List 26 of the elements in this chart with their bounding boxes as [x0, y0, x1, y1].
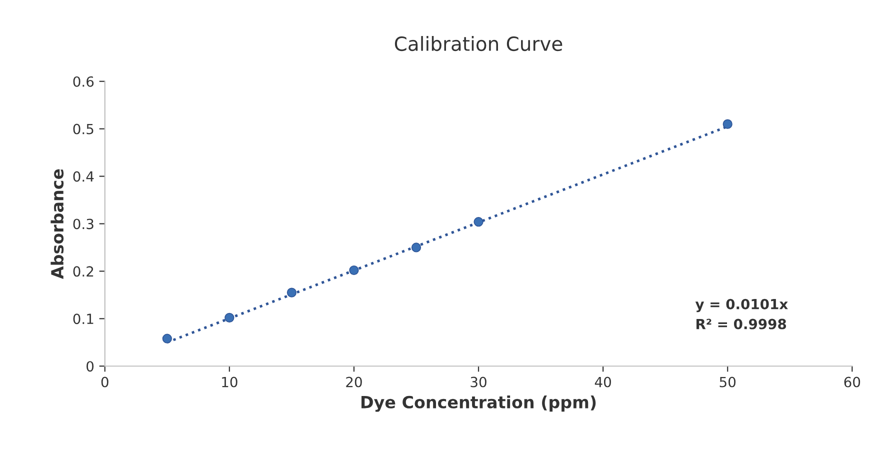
y-tick-label: 0.6	[73, 76, 94, 87]
annotation: y = 0.0101x	[695, 298, 788, 312]
y-tick-label: 0.4	[73, 171, 94, 182]
x-tick-label: 60	[844, 376, 860, 388]
x-tick-label: 10	[222, 376, 238, 388]
y-axis-title: Absorbance	[50, 169, 64, 279]
y-tick-label: 0.3	[73, 218, 94, 230]
point	[286, 288, 297, 298]
x-axis-title: Dye Concentration (ppm)	[362, 396, 596, 412]
point	[349, 265, 359, 276]
x-tick-label: 30	[470, 376, 486, 388]
point	[722, 119, 732, 129]
point	[224, 312, 234, 323]
x-tick-label: 0	[101, 376, 108, 388]
x-tick-label: 40	[594, 376, 611, 388]
x-tick-label: 20	[346, 376, 362, 388]
annotation: R² = 0.9998	[696, 318, 786, 330]
y-tick-label: 0.1	[73, 314, 94, 324]
x-tick-label: 50	[720, 376, 736, 388]
y-tick-label: 0.5	[73, 124, 94, 134]
chart-title: Calibration Curve	[394, 36, 562, 52]
y-tick-label: 0.2	[73, 266, 94, 277]
point	[162, 334, 172, 344]
point	[474, 217, 484, 227]
y-tick-label: 0	[86, 361, 94, 372]
point	[411, 242, 422, 252]
